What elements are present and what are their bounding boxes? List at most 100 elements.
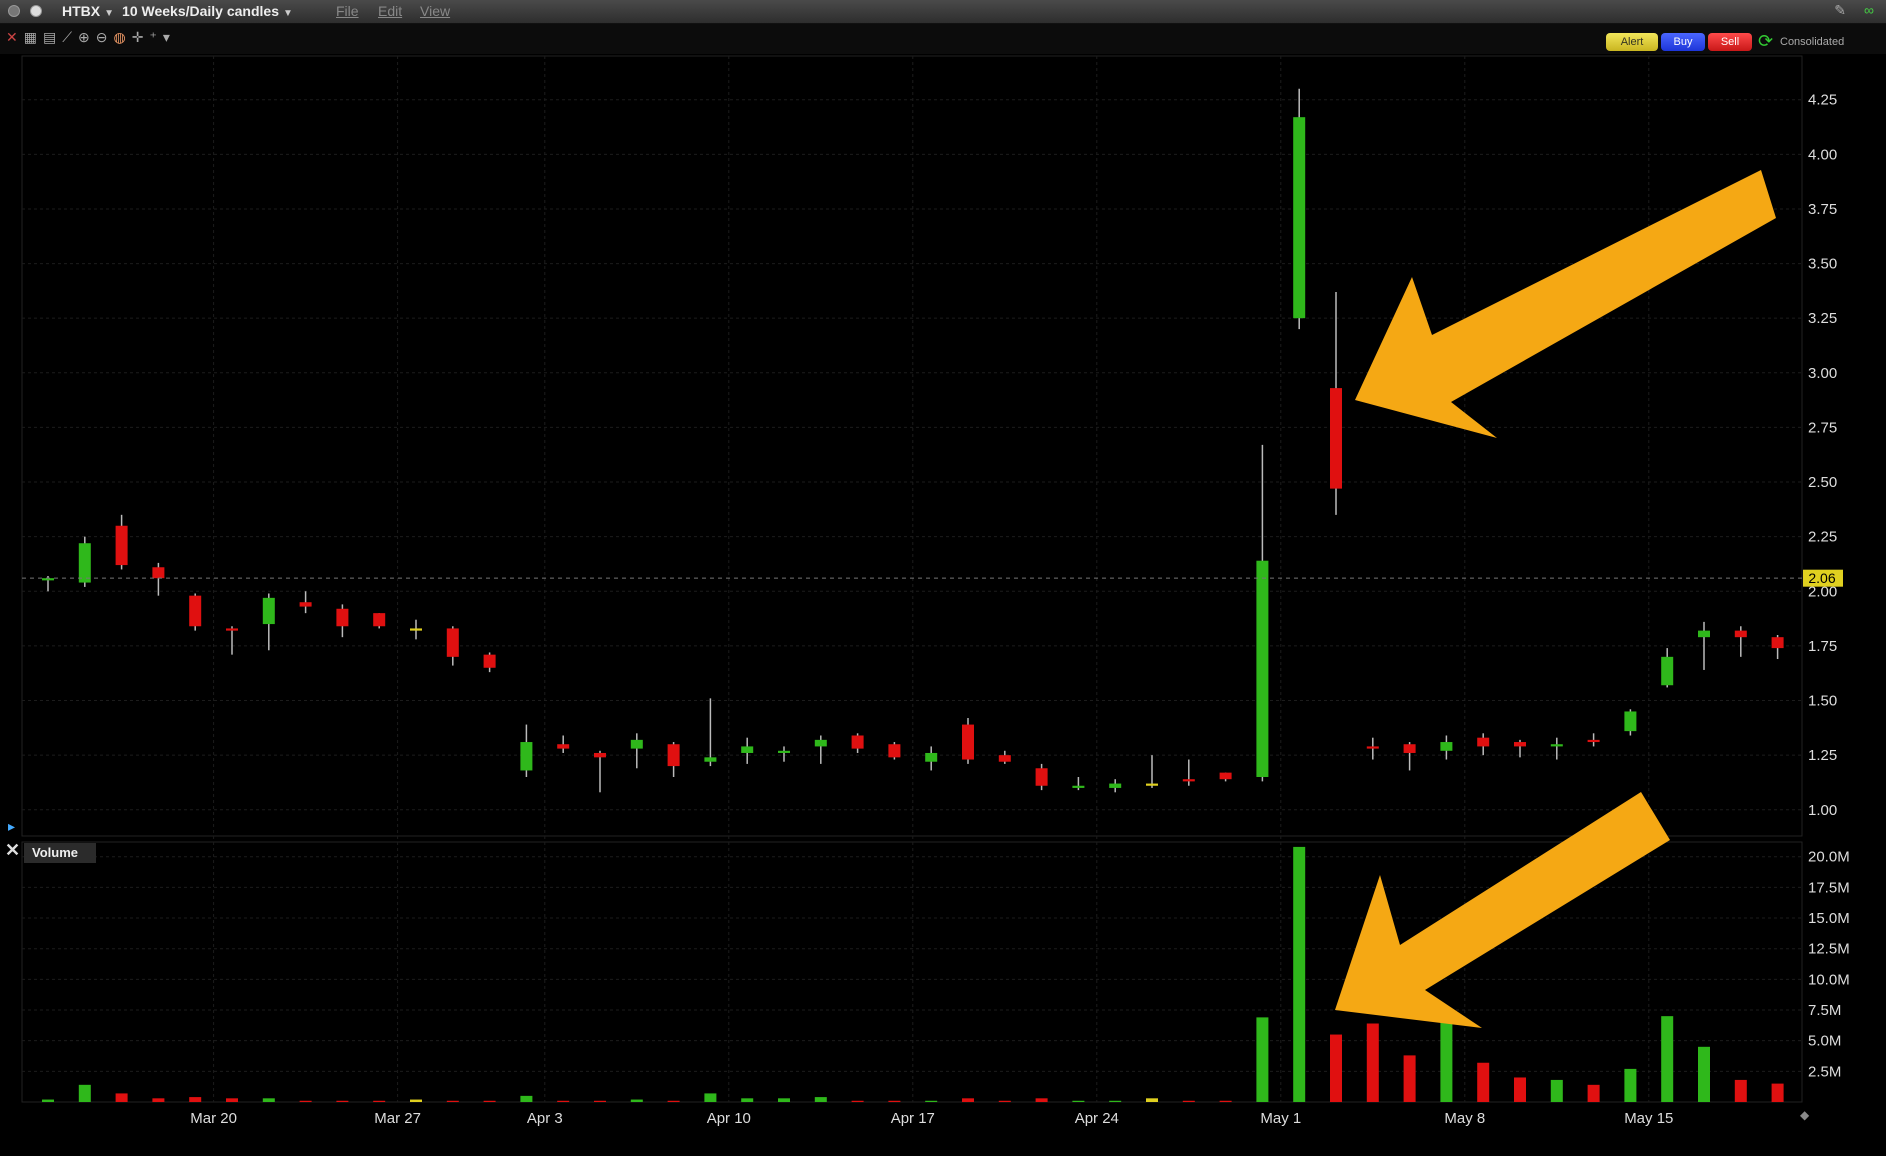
candle[interactable] [226,626,238,655]
candle[interactable] [998,750,1011,764]
volume-bar[interactable] [814,1097,827,1102]
candle[interactable] [1182,759,1195,786]
candle[interactable] [262,593,275,651]
zoom-out-icon[interactable]: ⊖ [95,29,114,45]
volume-bar[interactable] [1146,1098,1158,1102]
volume-bar[interactable] [1366,1023,1379,1102]
refresh-icon[interactable]: ⟳ [1758,31,1774,51]
volume-bar[interactable] [373,1100,386,1102]
volume-bar[interactable] [667,1100,680,1102]
volume-bar[interactable] [557,1100,570,1102]
candle[interactable] [1219,772,1232,782]
volume-bar[interactable] [189,1097,202,1102]
candle[interactable] [667,742,680,778]
link-icon[interactable]: ∞ [1864,2,1874,18]
candle[interactable] [851,733,864,753]
candle[interactable] [78,536,91,587]
volume-bar[interactable] [520,1095,533,1102]
volume-bar[interactable] [226,1098,238,1102]
volume-bar[interactable] [998,1100,1011,1102]
volume-bar[interactable] [594,1100,606,1102]
volume-bar[interactable] [1293,846,1306,1102]
draw-icon[interactable]: ⟋ [62,29,79,45]
candle[interactable] [1403,742,1416,771]
candle[interactable] [1330,291,1342,515]
candle[interactable] [410,619,422,640]
menu-view[interactable]: View [420,3,451,19]
candle[interactable] [1514,739,1526,758]
candle[interactable] [704,698,717,767]
candle[interactable] [888,742,901,760]
symbol-label[interactable]: HTBX [62,3,101,19]
candle[interactable] [925,746,938,771]
candle[interactable] [741,737,754,764]
volume-bar[interactable] [1219,1100,1232,1102]
period-label[interactable]: 10 Weeks/Daily candles [122,3,279,19]
resize-icon[interactable]: ◆ [1800,1108,1810,1122]
alert-button[interactable]: Alert [1606,33,1658,51]
menu-file[interactable]: File [336,3,359,19]
volume-bar[interactable] [152,1098,165,1102]
close-icon[interactable] [8,5,20,17]
volume-bar[interactable] [1072,1100,1085,1102]
candle[interactable] [630,733,643,769]
candle[interactable] [1734,626,1747,657]
settings-icon[interactable] [30,5,42,17]
candle[interactable] [778,746,790,762]
candle[interactable] [446,626,459,666]
candle[interactable] [1624,709,1637,736]
candle[interactable] [1440,735,1453,760]
volume-bar[interactable] [483,1100,496,1102]
close-panel-icon[interactable]: ✕ [5,840,21,860]
panel-marker-icon[interactable]: ▸ [8,818,16,834]
volume-bar[interactable] [115,1093,128,1102]
volume-bar[interactable] [704,1093,717,1102]
volume-bar[interactable] [1403,1055,1416,1102]
candle[interactable] [1035,763,1048,791]
volume-bar[interactable] [1550,1079,1563,1102]
drawing-tools[interactable]: ✕▦▤⟋⊕⊖◍✛⁺▾ [6,29,176,46]
candle[interactable] [299,591,312,614]
volume-bar[interactable] [446,1100,459,1102]
candle[interactable] [1072,777,1085,791]
volume-bar[interactable] [851,1100,864,1102]
volume-bar[interactable] [1330,1034,1342,1102]
candle[interactable] [1550,737,1563,760]
volume-bar[interactable] [336,1100,349,1102]
candle[interactable] [1661,648,1674,688]
volume-bar[interactable] [1587,1084,1600,1102]
price-panel[interactable] [21,55,1803,837]
candle[interactable] [115,514,128,570]
volume-bar[interactable] [1661,1016,1674,1102]
chevron-down-icon[interactable]: ▼ [282,8,293,19]
layout-icon[interactable]: ▦ [23,29,43,45]
volume-bar[interactable] [778,1098,790,1102]
candle[interactable] [594,750,606,793]
volume-bar[interactable] [925,1100,938,1102]
candle[interactable] [1109,779,1122,793]
volume-bar[interactable] [1734,1079,1747,1102]
candle[interactable] [814,735,827,764]
menu-edit[interactable]: Edit [378,3,403,19]
buy-button[interactable]: Buy [1661,33,1705,51]
crosshair-icon[interactable]: ✛ [131,29,150,45]
volume-bar[interactable] [1109,1100,1122,1102]
volume-bar[interactable] [410,1099,422,1102]
volume-bar[interactable] [630,1099,643,1102]
volume-bar[interactable] [78,1084,91,1102]
candle[interactable] [520,724,533,778]
volume-bar[interactable] [741,1098,754,1102]
candle[interactable] [1293,88,1306,330]
delete-icon[interactable]: ✕ [6,29,24,45]
candle[interactable] [962,718,974,764]
candle[interactable] [1146,755,1158,788]
chart-title[interactable]: HTBX ▼ 10 Weeks/Daily candles ▼ [62,3,301,19]
globe-icon[interactable]: ◍ [113,29,132,45]
volume-bar[interactable] [888,1100,901,1102]
volume-bar[interactable] [299,1100,312,1102]
chevron-down-icon[interactable]: ▼ [104,8,115,19]
data-source-label[interactable]: Consolidated [1780,36,1845,48]
candle[interactable] [1587,733,1600,747]
volume-bar[interactable] [1514,1077,1526,1102]
